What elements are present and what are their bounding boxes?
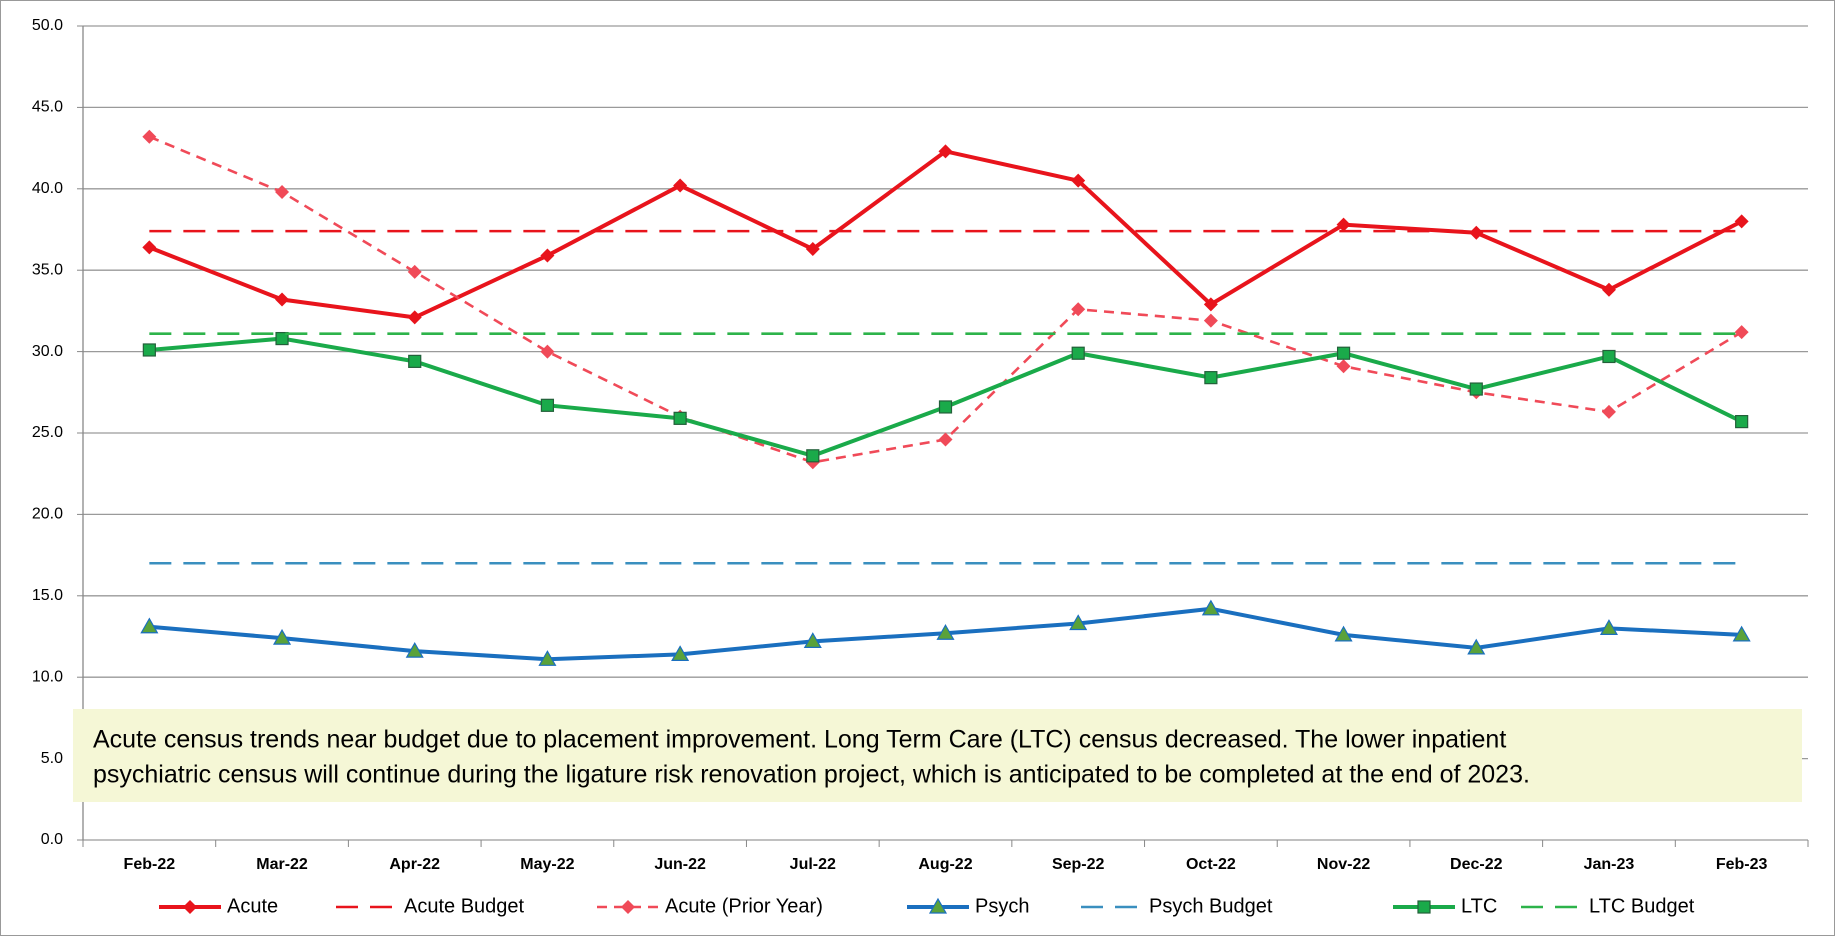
marker xyxy=(938,432,953,447)
marker xyxy=(938,400,953,414)
y-tick-label: 45.0 xyxy=(32,99,63,116)
x-tick-label: Jun-22 xyxy=(654,856,706,873)
marker xyxy=(275,331,289,346)
x-tick-label: Jul-22 xyxy=(790,856,836,873)
y-tick-label: 25.0 xyxy=(32,424,63,441)
marker xyxy=(1734,325,1749,340)
x-tick-label: May-22 xyxy=(520,856,574,873)
marker xyxy=(407,310,422,325)
legend-label: LTC xyxy=(1461,895,1497,917)
x-tick-label: Sep-22 xyxy=(1052,856,1105,873)
marker xyxy=(538,650,557,666)
marker xyxy=(1336,217,1351,232)
y-tick-label: 0.0 xyxy=(41,831,63,848)
marker xyxy=(1204,371,1218,385)
marker xyxy=(803,632,822,648)
x-tick-label: Feb-22 xyxy=(124,856,176,873)
legend-label: Acute Budget xyxy=(404,895,525,917)
marker xyxy=(540,398,555,412)
marker xyxy=(1469,382,1483,396)
marker xyxy=(1734,214,1749,229)
marker xyxy=(183,900,197,914)
marker xyxy=(671,645,690,662)
legend-label: Acute xyxy=(227,895,278,917)
legend-label: Psych Budget xyxy=(1149,895,1273,917)
marker xyxy=(275,185,290,200)
legend-label: Psych xyxy=(975,895,1029,917)
y-tick-label: 40.0 xyxy=(32,180,63,197)
marker xyxy=(1071,302,1086,317)
marker xyxy=(1417,900,1431,914)
y-tick-label: 10.0 xyxy=(32,668,63,685)
annotation-box xyxy=(73,709,1802,802)
marker xyxy=(621,900,635,914)
marker xyxy=(140,617,159,634)
marker xyxy=(142,129,157,144)
y-tick-label: 5.0 xyxy=(41,750,63,767)
marker xyxy=(407,264,422,279)
marker xyxy=(1201,599,1220,616)
marker xyxy=(805,242,820,257)
marker xyxy=(1599,619,1618,635)
x-tick-label: Apr-22 xyxy=(389,856,440,873)
x-tick-label: Dec-22 xyxy=(1450,856,1503,873)
x-tick-label: Oct-22 xyxy=(1186,856,1236,873)
x-tick-label: Feb-23 xyxy=(1716,856,1768,873)
marker xyxy=(408,354,422,368)
y-tick-label: 15.0 xyxy=(32,587,63,604)
marker xyxy=(540,248,555,263)
marker xyxy=(1334,625,1353,642)
marker xyxy=(1069,614,1088,631)
marker xyxy=(938,144,953,159)
marker xyxy=(405,641,424,658)
marker xyxy=(275,292,290,307)
marker xyxy=(1469,225,1484,240)
y-tick-label: 20.0 xyxy=(32,506,63,523)
y-tick-label: 30.0 xyxy=(32,343,63,360)
marker xyxy=(1336,359,1351,374)
marker xyxy=(1071,346,1085,360)
marker xyxy=(936,624,955,640)
marker xyxy=(1071,173,1086,188)
marker xyxy=(142,240,157,255)
marker xyxy=(806,449,820,463)
legend-label: Acute (Prior Year) xyxy=(665,895,823,917)
marker xyxy=(1336,346,1351,360)
marker xyxy=(1602,349,1616,364)
x-tick-label: Nov-22 xyxy=(1317,856,1370,873)
marker xyxy=(1735,415,1749,429)
y-tick-label: 35.0 xyxy=(32,261,63,278)
y-tick-label: 50.0 xyxy=(32,17,63,34)
marker xyxy=(1203,297,1218,312)
marker xyxy=(1467,638,1486,655)
marker xyxy=(673,411,687,425)
x-tick-label: Aug-22 xyxy=(918,856,972,873)
marker xyxy=(273,628,292,645)
marker xyxy=(142,343,156,357)
legend-label: LTC Budget xyxy=(1589,895,1695,917)
marker xyxy=(540,344,555,359)
marker xyxy=(1601,282,1616,297)
marker xyxy=(1203,313,1218,328)
x-tick-label: Jan-23 xyxy=(1584,856,1635,873)
annotation: Acute census trends near budget due to p… xyxy=(93,726,1506,754)
marker xyxy=(928,897,948,914)
marker xyxy=(1732,625,1751,642)
marker xyxy=(1601,404,1616,419)
marker xyxy=(673,178,688,193)
annotation: psychiatric census will continue during … xyxy=(93,761,1530,789)
x-tick-label: Mar-22 xyxy=(256,856,308,873)
